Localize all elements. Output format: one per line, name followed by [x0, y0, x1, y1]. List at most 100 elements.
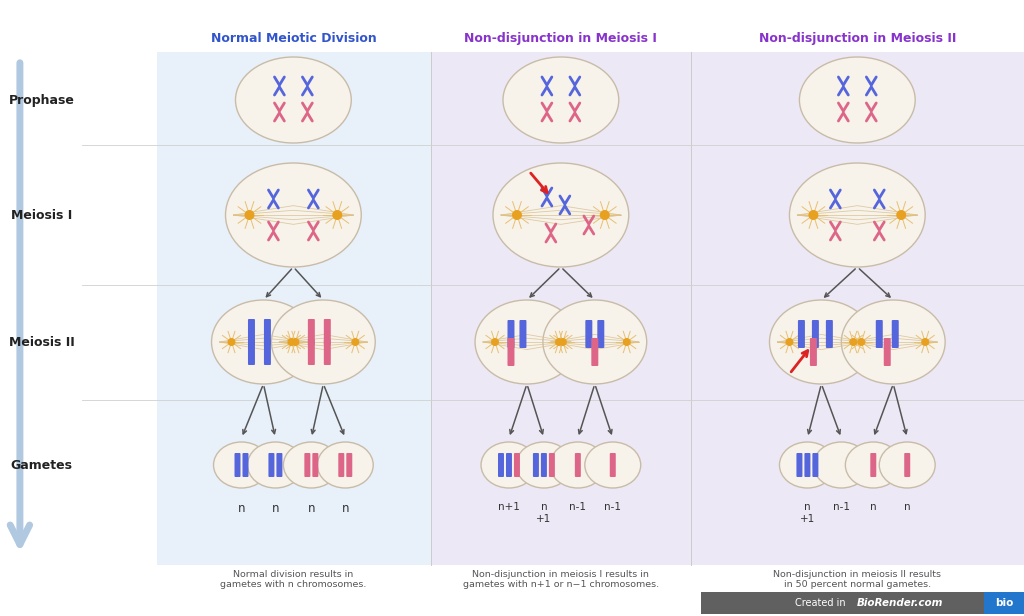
Text: n: n [904, 502, 910, 512]
Circle shape [546, 84, 548, 87]
FancyBboxPatch shape [892, 320, 899, 348]
Ellipse shape [585, 442, 641, 488]
Circle shape [272, 198, 274, 200]
FancyBboxPatch shape [532, 453, 539, 477]
Circle shape [842, 84, 845, 87]
Circle shape [288, 338, 295, 346]
Circle shape [292, 338, 299, 346]
Text: Non-disjunction in meiosis II results
in 50 percent normal gametes.: Non-disjunction in meiosis II results in… [773, 570, 941, 590]
Circle shape [312, 198, 314, 200]
Circle shape [878, 230, 881, 232]
Circle shape [245, 210, 254, 220]
Circle shape [857, 338, 865, 346]
Ellipse shape [769, 300, 873, 384]
Ellipse shape [800, 57, 915, 143]
FancyBboxPatch shape [810, 338, 817, 366]
FancyBboxPatch shape [904, 453, 910, 477]
FancyBboxPatch shape [609, 453, 615, 477]
Ellipse shape [284, 442, 339, 488]
Ellipse shape [475, 300, 579, 384]
Bar [431, 52, 690, 565]
Circle shape [878, 198, 881, 200]
FancyBboxPatch shape [812, 453, 818, 477]
Circle shape [278, 110, 281, 113]
Ellipse shape [271, 300, 375, 384]
FancyBboxPatch shape [234, 453, 241, 477]
FancyBboxPatch shape [498, 453, 504, 477]
Circle shape [600, 210, 609, 220]
FancyBboxPatch shape [812, 320, 819, 348]
Circle shape [869, 110, 872, 113]
Ellipse shape [813, 442, 869, 488]
Bar [690, 52, 1024, 565]
FancyBboxPatch shape [308, 319, 314, 345]
FancyBboxPatch shape [338, 453, 344, 477]
Circle shape [550, 232, 552, 235]
FancyBboxPatch shape [805, 453, 810, 477]
Circle shape [306, 110, 309, 113]
FancyBboxPatch shape [308, 339, 314, 365]
Circle shape [623, 338, 631, 346]
FancyBboxPatch shape [324, 319, 331, 345]
FancyBboxPatch shape [876, 320, 883, 348]
Text: n: n [271, 502, 280, 515]
Circle shape [555, 338, 563, 346]
FancyBboxPatch shape [541, 453, 547, 477]
Circle shape [869, 84, 872, 87]
Circle shape [278, 84, 281, 87]
FancyBboxPatch shape [243, 453, 249, 477]
Text: n: n [238, 502, 245, 515]
FancyBboxPatch shape [312, 453, 318, 477]
Bar [157, 52, 431, 565]
Text: Meiosis II: Meiosis II [9, 336, 75, 349]
Circle shape [563, 203, 566, 206]
Ellipse shape [880, 442, 935, 488]
Circle shape [512, 210, 522, 220]
Text: n-1: n-1 [569, 502, 587, 512]
FancyBboxPatch shape [324, 339, 331, 365]
FancyBboxPatch shape [870, 453, 877, 477]
Ellipse shape [493, 163, 629, 267]
Text: n
+1: n +1 [800, 502, 815, 524]
Circle shape [588, 224, 590, 227]
FancyBboxPatch shape [264, 319, 271, 345]
Bar [700, 592, 984, 614]
Circle shape [333, 210, 342, 220]
Text: Created in: Created in [795, 598, 848, 608]
Circle shape [312, 230, 314, 232]
Ellipse shape [779, 442, 836, 488]
Circle shape [546, 195, 548, 198]
FancyBboxPatch shape [276, 453, 283, 477]
Circle shape [227, 338, 236, 346]
Text: n: n [342, 502, 349, 515]
Text: n+1: n+1 [498, 502, 520, 512]
FancyBboxPatch shape [884, 338, 891, 366]
FancyBboxPatch shape [508, 320, 514, 348]
FancyBboxPatch shape [304, 453, 310, 477]
Circle shape [573, 84, 577, 87]
Ellipse shape [842, 300, 945, 384]
Text: Prophase: Prophase [9, 94, 75, 107]
Circle shape [492, 338, 499, 346]
Circle shape [573, 110, 577, 113]
Ellipse shape [481, 442, 537, 488]
Circle shape [922, 338, 929, 346]
Bar [984, 592, 1024, 614]
Ellipse shape [550, 442, 606, 488]
Text: Normal Meiotic Division: Normal Meiotic Division [211, 31, 376, 44]
Circle shape [842, 110, 845, 113]
FancyBboxPatch shape [506, 453, 512, 477]
FancyBboxPatch shape [268, 453, 274, 477]
FancyBboxPatch shape [508, 338, 514, 366]
Circle shape [785, 338, 794, 346]
FancyBboxPatch shape [519, 320, 526, 348]
Circle shape [849, 338, 857, 346]
FancyBboxPatch shape [574, 453, 581, 477]
FancyBboxPatch shape [597, 320, 604, 348]
Ellipse shape [503, 57, 618, 143]
Ellipse shape [516, 442, 571, 488]
Circle shape [306, 84, 309, 87]
Ellipse shape [225, 163, 361, 267]
Text: Normal division results in
gametes with n chromosomes.: Normal division results in gametes with … [220, 570, 367, 590]
FancyBboxPatch shape [264, 339, 271, 365]
